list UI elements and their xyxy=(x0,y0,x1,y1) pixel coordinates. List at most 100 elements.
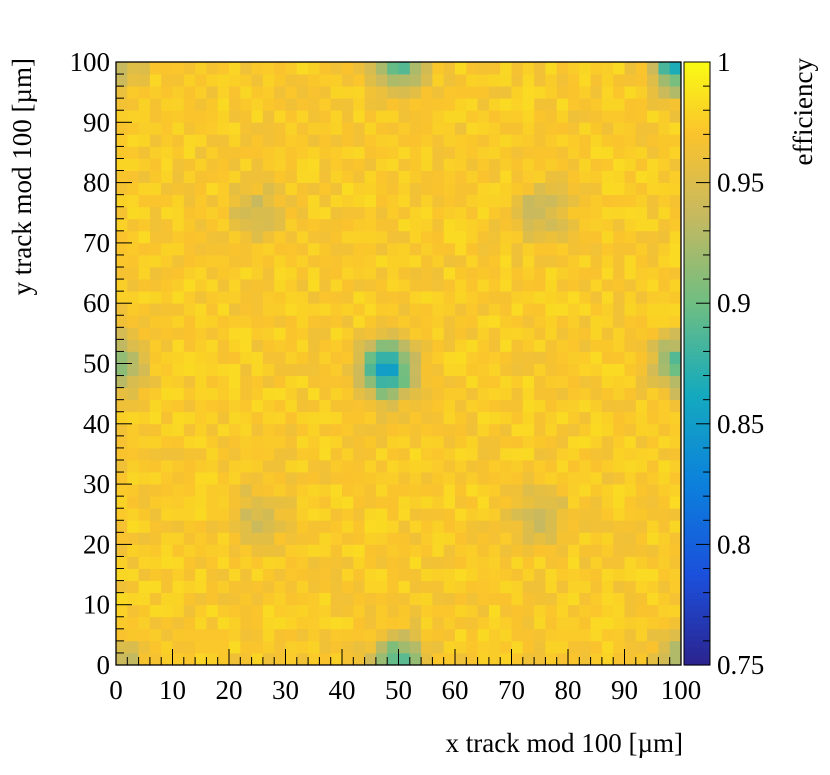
heatmap-cell xyxy=(568,459,580,473)
heatmap-cell xyxy=(669,218,682,232)
heatmap-cell xyxy=(161,110,173,123)
heatmap-cell xyxy=(511,327,524,340)
heatmap-cell xyxy=(635,592,648,606)
heatmap-cell xyxy=(500,580,512,594)
heatmap-cell xyxy=(545,110,558,123)
heatmap-cell xyxy=(172,267,185,280)
heatmap-cell xyxy=(206,459,219,473)
heatmap-cell xyxy=(421,267,433,280)
heatmap-cell xyxy=(568,134,580,147)
heatmap-cell xyxy=(217,435,230,449)
heatmap-cell xyxy=(534,484,546,497)
heatmap-cell xyxy=(534,592,546,606)
heatmap-cell xyxy=(127,375,139,389)
heatmap-cell xyxy=(488,351,501,364)
heatmap-cell xyxy=(409,315,422,328)
heatmap-cell xyxy=(500,327,512,340)
color-scale-segment xyxy=(684,360,710,365)
color-scale-segment xyxy=(684,396,710,401)
heatmap-cell xyxy=(387,423,399,437)
heatmap-cell xyxy=(398,616,411,630)
color-scale-segment xyxy=(684,188,710,193)
heatmap-cell xyxy=(455,327,467,340)
heatmap-cell xyxy=(432,544,445,557)
heatmap-cell xyxy=(601,544,614,557)
heatmap-cell xyxy=(251,134,264,147)
heatmap-cell xyxy=(511,375,524,389)
heatmap-cell xyxy=(613,508,625,521)
heatmap-cell xyxy=(477,532,490,545)
heatmap-cell xyxy=(568,508,580,521)
heatmap-cell xyxy=(217,508,230,521)
heatmap-cell xyxy=(342,363,354,376)
heatmap-cell xyxy=(240,459,252,473)
heatmap-cell xyxy=(658,170,671,183)
heatmap-cell xyxy=(387,194,399,208)
heatmap-cell xyxy=(342,351,354,364)
heatmap-cell xyxy=(601,652,614,666)
heatmap-cell xyxy=(161,399,173,413)
heatmap-cell xyxy=(296,267,309,280)
heatmap-cell xyxy=(511,122,524,135)
heatmap-cell xyxy=(443,267,456,280)
heatmap-cell xyxy=(330,339,343,352)
heatmap-cell xyxy=(285,122,298,135)
heatmap-cell xyxy=(432,170,445,183)
heatmap-cell xyxy=(500,423,512,437)
heatmap-cell xyxy=(308,363,320,376)
heatmap-cell xyxy=(364,628,377,642)
heatmap-cell xyxy=(398,134,411,147)
heatmap-cell xyxy=(206,327,219,340)
heatmap-cell xyxy=(477,652,490,666)
heatmap-cell xyxy=(624,592,637,606)
heatmap-cell xyxy=(308,146,320,159)
heatmap-cell xyxy=(330,580,343,594)
heatmap-cell xyxy=(274,459,286,473)
heatmap-cell xyxy=(183,194,196,208)
heatmap-cell xyxy=(534,158,546,171)
heatmap-cell xyxy=(647,194,659,208)
heatmap-cell xyxy=(455,62,467,75)
color-scale-segment xyxy=(684,592,710,597)
heatmap-cell xyxy=(421,98,433,111)
heatmap-cell xyxy=(409,206,422,220)
heatmap-cell xyxy=(613,146,625,159)
heatmap-cell xyxy=(138,640,151,654)
heatmap-cell xyxy=(568,544,580,557)
heatmap-cell xyxy=(330,267,343,280)
heatmap-cell xyxy=(251,399,264,413)
heatmap-cell xyxy=(601,86,614,99)
heatmap-cell xyxy=(421,616,433,630)
heatmap-cell xyxy=(522,484,535,497)
heatmap-cell xyxy=(240,74,252,87)
y-tick-label: 80 xyxy=(83,168,110,198)
heatmap-cell xyxy=(116,363,128,376)
color-scale-segment xyxy=(684,559,710,564)
heatmap-cell xyxy=(285,158,298,171)
heatmap-cell xyxy=(477,62,490,75)
heatmap-cell xyxy=(455,363,467,376)
heatmap-cell xyxy=(229,146,241,159)
heatmap-cell xyxy=(432,423,445,437)
color-scale-segment xyxy=(684,101,710,105)
heatmap-cell xyxy=(308,134,320,147)
heatmap-cell xyxy=(319,568,332,581)
heatmap-cell xyxy=(601,230,614,244)
heatmap-cell xyxy=(466,423,478,437)
heatmap-cell xyxy=(398,351,411,364)
heatmap-cell xyxy=(296,508,309,521)
heatmap-cell xyxy=(149,592,162,606)
color-scale-segment xyxy=(684,508,710,512)
heatmap-cell xyxy=(353,411,365,425)
heatmap-cell xyxy=(500,556,512,569)
heatmap-cell xyxy=(579,254,591,268)
heatmap-cell xyxy=(500,568,512,581)
heatmap-cell xyxy=(172,170,185,183)
heatmap-cell xyxy=(149,375,162,389)
heatmap-cell xyxy=(658,616,671,630)
heatmap-cell xyxy=(613,459,625,473)
heatmap-cell xyxy=(116,158,128,171)
heatmap-cell xyxy=(613,110,625,123)
color-scale-segment xyxy=(684,405,710,410)
heatmap-cell xyxy=(647,327,659,340)
